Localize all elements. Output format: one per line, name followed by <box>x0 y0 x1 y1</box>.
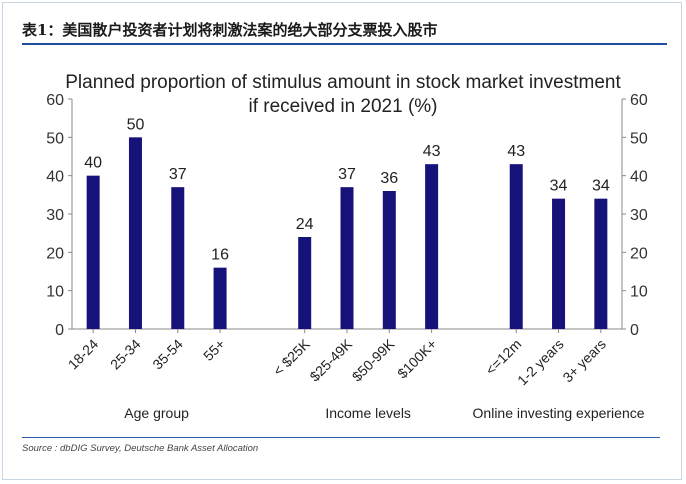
group-label: Income levels <box>325 405 411 421</box>
x-tick-label: 1-2 years <box>514 336 567 389</box>
bar-value-label: 40 <box>84 155 102 172</box>
bar-value-label: 43 <box>423 143 441 160</box>
bar <box>552 198 566 329</box>
y-tick-label-left: 30 <box>46 207 64 224</box>
bar <box>128 137 142 329</box>
chart-title: Planned proportion of stimulus amount in… <box>4 71 682 119</box>
y-tick-label-right: 0 <box>630 322 639 339</box>
bar-value-label: 43 <box>507 143 525 160</box>
bar-value-label: 34 <box>550 178 568 195</box>
bar-chart: 0 0 10 10 20 20 30 30 40 40 50 50 60 60 40 18-24 50 25-34… <box>46 92 648 421</box>
bar <box>298 237 312 329</box>
y-tick-label-right: 50 <box>630 130 648 147</box>
chart-title-line1: Planned proportion of stimulus amount in… <box>65 72 621 93</box>
source-divider <box>22 437 660 438</box>
y-tick-label-right: 20 <box>630 245 648 262</box>
y-tick-label-left: 20 <box>46 245 64 262</box>
figure-frame <box>2 2 682 480</box>
x-tick-label: 18-24 <box>65 336 102 373</box>
bar-value-label: 37 <box>169 166 187 183</box>
x-tick-label: $50-99K <box>349 335 398 384</box>
chart-area: 0 0 10 10 20 20 30 30 40 40 50 50 60 60 40 18-24 50 25-34… <box>4 70 682 430</box>
x-tick-label: 35-54 <box>149 336 186 373</box>
bar-value-label: 37 <box>338 166 356 183</box>
x-tick-label: <=12m <box>482 336 524 378</box>
x-tick-label: $100K+ <box>394 336 440 382</box>
bar <box>86 175 100 329</box>
x-tick-label: 25-34 <box>107 336 144 373</box>
figure-header: 表1：美国散户投资者计划将刺激法案的绝大部分支票投入股市 <box>22 10 667 50</box>
y-tick-label-left: 40 <box>46 169 64 186</box>
x-tick-label: 55+ <box>200 336 228 364</box>
header-divider <box>22 43 667 45</box>
y-tick-label-left: 0 <box>55 322 64 339</box>
bar-value-label: 50 <box>127 116 145 133</box>
group-label: Online investing experience <box>473 405 645 421</box>
bar-value-label: 16 <box>211 247 229 264</box>
bar-value-label: 34 <box>592 178 610 195</box>
bar <box>382 191 396 329</box>
bar <box>340 187 354 329</box>
x-tick-label: 3+ years <box>559 336 609 386</box>
y-tick-label-right: 30 <box>630 207 648 224</box>
y-tick-label-left: 50 <box>46 130 64 147</box>
bar <box>594 198 608 329</box>
y-tick-label-right: 40 <box>630 169 648 186</box>
y-tick-label-left: 10 <box>46 284 64 301</box>
bar <box>425 164 439 329</box>
y-tick-label-right: 10 <box>630 284 648 301</box>
bar-value-label: 36 <box>380 170 398 187</box>
chart-title-line2: if received in 2021 (%) <box>248 96 438 117</box>
bar <box>509 164 523 329</box>
group-label: Age group <box>124 405 189 421</box>
y-tick-label-right: 60 <box>630 92 648 109</box>
y-tick-label-left: 60 <box>46 92 64 109</box>
bar-value-label: 24 <box>296 216 314 233</box>
bar <box>213 267 227 329</box>
bar <box>171 187 185 329</box>
source-note: Source : dbDIG Survey, Deutsche Bank Ass… <box>22 443 259 454</box>
x-tick-label: $25-49K <box>306 335 355 384</box>
figure-title: 表1：美国散户投资者计划将刺激法案的绝大部分支票投入股市 <box>22 21 438 39</box>
